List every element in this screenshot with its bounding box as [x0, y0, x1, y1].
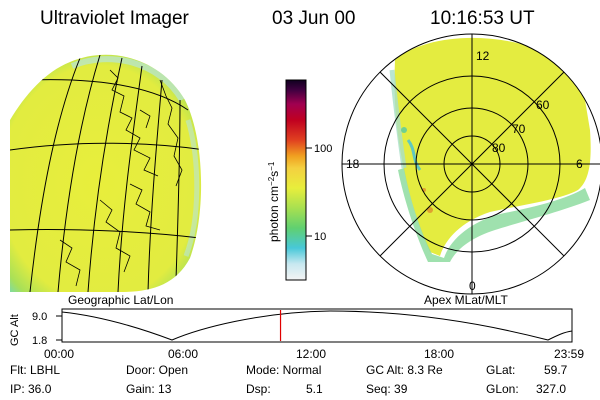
altitude-plot-frame [61, 308, 573, 343]
gc-altitude-readout: GC Alt: 8.3 Re [366, 363, 443, 377]
time-tick-0600: 06:00 [168, 347, 198, 361]
colorbar-tick-100: 100 [314, 143, 332, 155]
observation-time: 10:16:53 UT [430, 8, 535, 29]
mlt-label-6: 6 [576, 157, 583, 171]
observation-date: 03 Jun 00 [272, 8, 355, 29]
altitude-ytick-low: 1.8 [32, 335, 47, 347]
time-tick-0000: 00:00 [44, 347, 74, 361]
altitude-ytick-high: 9.0 [32, 311, 47, 323]
geographic-image [10, 54, 202, 292]
colorbar-scale [285, 79, 307, 281]
door-readout: Door: Open [126, 363, 189, 377]
glon-value: 327.0 [536, 382, 567, 396]
dsp-value: 5.1 [306, 382, 323, 396]
altitude-plot: GC Alt 9.0 1.8 00:00 06:00 12:00 18:00 2… [9, 308, 584, 361]
mlat-label-60: 60 [536, 98, 550, 112]
time-tick-1200: 12:00 [296, 347, 326, 361]
altitude-ylabel: GC Alt [9, 314, 21, 346]
glat-value: 59.7 [544, 363, 568, 377]
mode-readout: Mode: Normal [246, 363, 322, 377]
colorbar: 100 10 photon cm−2s−1 [267, 79, 332, 281]
gain-readout: Gain: 13 [126, 382, 172, 396]
mlt-label-0: 0 [469, 279, 476, 293]
time-tick-2359: 23:59 [554, 347, 584, 361]
dsp-label: Dsp: [246, 382, 271, 396]
colorbar-tick-10: 10 [314, 231, 326, 243]
glon-label: GLon: [486, 382, 519, 396]
mlt-label-12: 12 [476, 49, 490, 63]
sequence-readout: Seq: 39 [366, 382, 408, 396]
ip-readout: IP: 36.0 [10, 382, 52, 396]
polar-plot: 12 18 6 0 60 70 80 [341, 33, 600, 295]
altitude-curve [61, 310, 573, 341]
filter-readout: Flt: LBHL [10, 363, 61, 377]
mlt-label-18: 18 [346, 157, 360, 171]
instrument-title: Ultraviolet Imager [40, 8, 190, 29]
mlat-label-70: 70 [512, 122, 526, 136]
glat-label: GLat: [486, 363, 516, 377]
mlat-label-80: 80 [492, 141, 506, 155]
right-panel-caption: Apex MLat/MLT [424, 293, 508, 307]
time-tick-1800: 18:00 [424, 347, 454, 361]
colorbar-label: photon cm−2s−1 [267, 161, 281, 242]
left-panel-caption: Geographic Lat/Lon [68, 293, 173, 307]
